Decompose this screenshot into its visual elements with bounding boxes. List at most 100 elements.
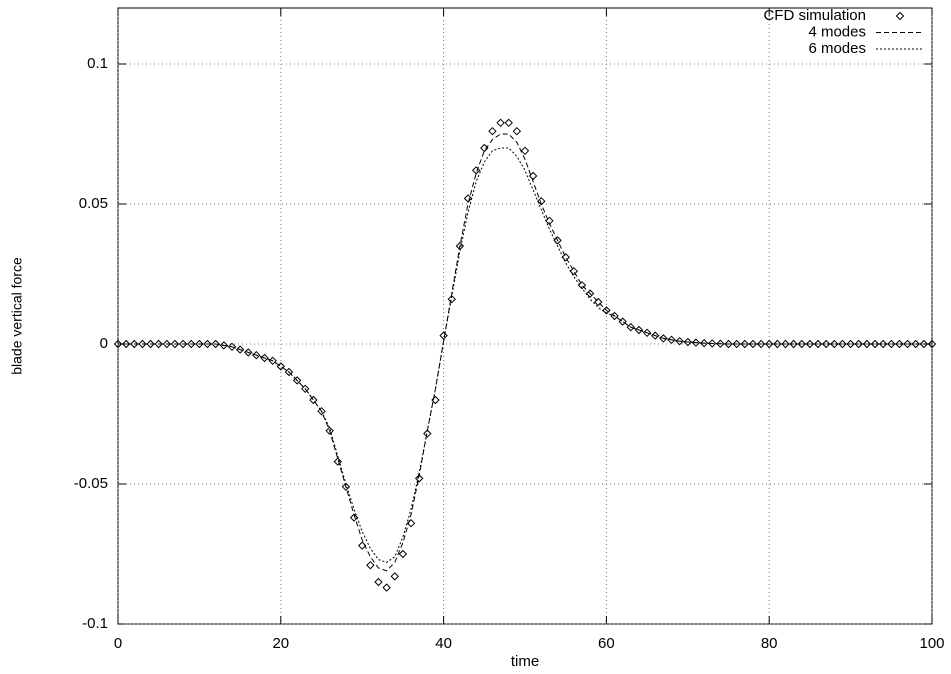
x-tick-label: 60 (598, 635, 615, 652)
data-point (528, 171, 538, 181)
data-point (797, 339, 806, 349)
data-point (569, 266, 579, 276)
data-point (390, 572, 399, 581)
legend-label: 6 modes (808, 40, 866, 57)
data-point (683, 337, 693, 347)
data-point (366, 560, 375, 570)
data-point (626, 322, 636, 332)
data-point (838, 339, 847, 349)
data-point (325, 426, 334, 436)
data-point (773, 339, 782, 349)
data-point (675, 336, 684, 346)
data-point (130, 339, 139, 349)
y-tick-label: -0.05 (74, 475, 108, 492)
y-tick-label: 0 (100, 335, 108, 352)
data-point (789, 339, 798, 349)
data-point (488, 126, 497, 136)
data-point (154, 339, 163, 349)
data-point (496, 118, 505, 128)
data-point (178, 339, 188, 349)
data-point (748, 339, 758, 349)
data-point (887, 339, 896, 349)
data-point (862, 339, 872, 349)
data-point (919, 339, 929, 349)
data-point (219, 341, 229, 350)
data-point (227, 342, 237, 352)
data-point (732, 339, 741, 349)
x-tick-label: 20 (272, 635, 289, 652)
data-point (667, 335, 676, 345)
data-point (398, 549, 408, 559)
data-point (292, 376, 302, 385)
data-point (895, 339, 904, 349)
data-point (414, 474, 424, 483)
data-point (553, 236, 562, 245)
data-point (764, 339, 774, 349)
data-point (317, 406, 326, 416)
data-point (187, 339, 196, 349)
data-point (781, 339, 790, 349)
data-point (585, 289, 595, 298)
data-point (146, 339, 155, 349)
data-point (756, 339, 766, 349)
data-point (170, 339, 180, 349)
y-tick-label: 0.05 (79, 195, 108, 212)
data-point (699, 338, 709, 348)
data-point (716, 339, 725, 348)
data-point (423, 429, 432, 438)
data-point (439, 331, 448, 340)
data-point (195, 339, 204, 349)
data-point (846, 339, 855, 349)
plot-frame (117, 7, 933, 625)
data-point (740, 339, 749, 349)
data-point (830, 339, 839, 349)
data-point (512, 126, 522, 136)
legend-marker (895, 11, 905, 21)
data-point (813, 339, 823, 349)
data-point (561, 252, 570, 262)
data-point (927, 339, 937, 349)
data-point (878, 339, 888, 349)
series-line (118, 147, 932, 563)
data-point (870, 339, 880, 349)
data-point (708, 339, 717, 348)
data-point (594, 297, 603, 307)
x-tick-label: 80 (761, 635, 778, 652)
data-point (520, 146, 530, 156)
data-point (341, 482, 351, 492)
data-point (618, 317, 627, 326)
data-point (284, 367, 294, 377)
y-tick-label: -0.1 (82, 615, 108, 632)
x-tick-label: 40 (435, 635, 452, 652)
data-point (382, 583, 391, 592)
data-point (309, 395, 318, 405)
data-point (349, 513, 359, 522)
data-point (301, 384, 310, 394)
data-point (724, 339, 733, 349)
data-point (471, 166, 481, 175)
data-point (113, 339, 123, 349)
data-point (203, 339, 212, 349)
data-point (821, 339, 831, 349)
data-point (162, 339, 172, 349)
data-point (691, 338, 701, 347)
data-point (903, 339, 912, 349)
data-point (504, 118, 513, 128)
data-point (121, 339, 131, 349)
data-point (447, 294, 456, 304)
x-axis-label: time (511, 653, 539, 670)
data-point (374, 577, 383, 587)
y-tick-label: 0.1 (87, 55, 108, 72)
data-point (138, 339, 147, 349)
x-tick-label: 0 (114, 635, 122, 652)
data-point (854, 339, 863, 349)
data-point (333, 457, 342, 466)
data-point (463, 194, 473, 203)
data-point (602, 306, 611, 315)
data-point (634, 325, 644, 335)
data-point (911, 339, 920, 349)
x-tick-label: 100 (919, 635, 944, 652)
y-axis-label: blade vertical force (9, 257, 25, 375)
legend-label: 4 modes (808, 23, 866, 40)
